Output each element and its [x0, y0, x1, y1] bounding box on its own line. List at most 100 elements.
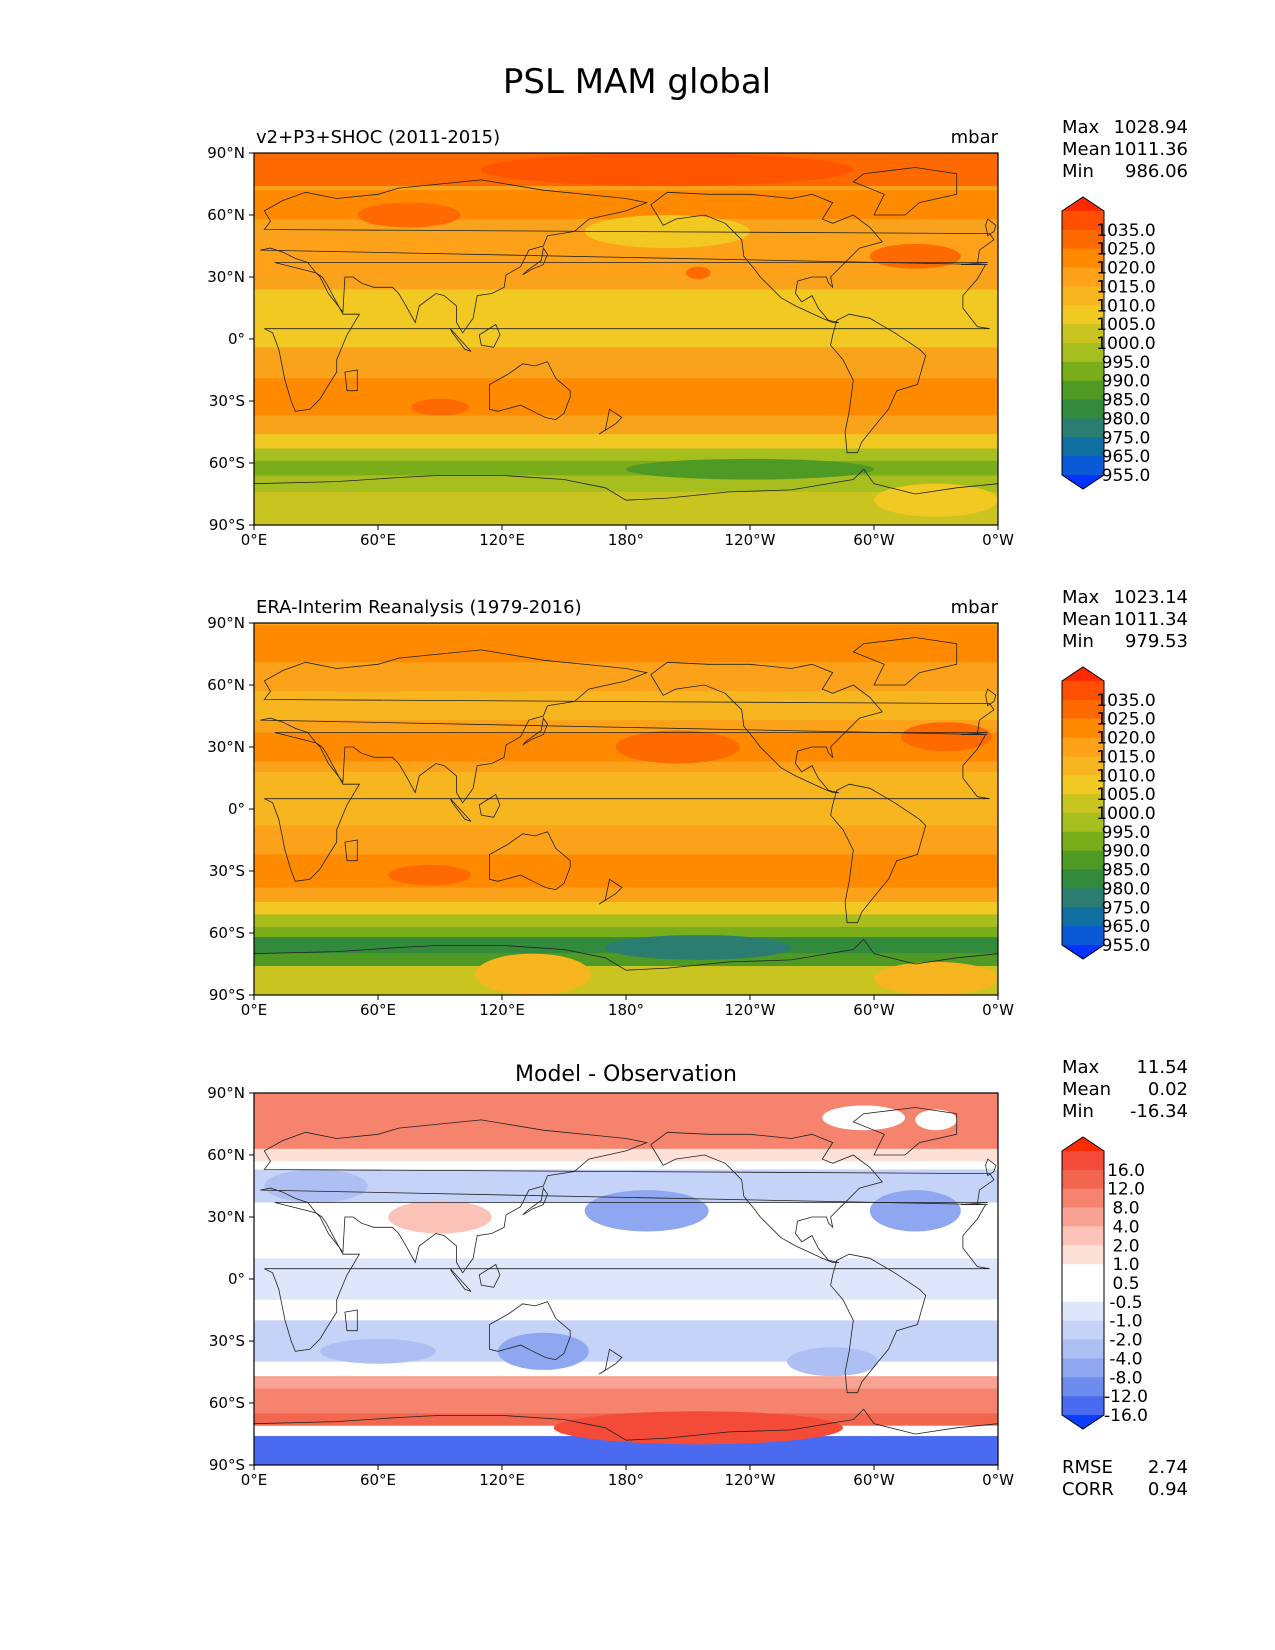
colorbar-label: 16.0 — [1107, 1161, 1145, 1181]
field-anomaly — [357, 202, 461, 228]
lon-tick-label: 60°W — [853, 531, 895, 549]
field-band — [254, 1388, 998, 1418]
colorbar-segment — [1062, 756, 1104, 776]
colorbar-label: 1010.0 — [1096, 766, 1155, 786]
coastline — [489, 831, 571, 891]
lon-tick-label: 120°E — [479, 1471, 525, 1489]
stat-value: 1028.94 — [1114, 117, 1188, 138]
colorbar-segment — [1062, 1226, 1104, 1246]
field-anomaly — [900, 722, 992, 752]
stat-label: Mean — [1062, 609, 1111, 630]
colorbar-label: 1000.0 — [1096, 804, 1155, 824]
lon-tick-label: 0°E — [241, 531, 268, 549]
colorbar-label: 975.0 — [1102, 898, 1151, 918]
colorbar-segment — [1062, 737, 1104, 757]
colorbar-segment — [1062, 1188, 1104, 1209]
colorbar-segment — [1062, 399, 1104, 419]
colorbar-segment — [1062, 343, 1104, 363]
field-band — [254, 491, 998, 525]
colorbar-label: 1020.0 — [1096, 729, 1155, 749]
colorbar-segment — [1062, 831, 1104, 852]
colorbar-segment — [1062, 211, 1104, 231]
colorbar-label: 2.0 — [1112, 1236, 1139, 1256]
coastline — [650, 1131, 884, 1263]
colorbar-label: 1000.0 — [1096, 334, 1155, 354]
colorbar-segment — [1062, 267, 1104, 287]
field-band — [254, 953, 998, 967]
lat-tick-label: 0° — [228, 1270, 245, 1288]
stat-label: Min — [1062, 631, 1094, 652]
coastline — [260, 649, 995, 804]
coastline — [598, 1348, 623, 1375]
colorbar-label: -4.0 — [1109, 1349, 1142, 1369]
colorbar-label: 985.0 — [1102, 861, 1151, 881]
lat-tick-label: 90°N — [207, 144, 245, 162]
field-anomaly — [264, 1169, 368, 1203]
colorbar-label: 980.0 — [1102, 879, 1151, 899]
panels: 0°E 60°E 120°E 180° 120°W 60°W 0°W 90°N 60°N 30°N… — [207, 117, 1188, 1500]
colorbar-label: 965.0 — [1102, 917, 1151, 937]
field-band — [254, 1258, 998, 1300]
field-band — [254, 854, 998, 888]
coastline — [852, 167, 958, 216]
colorbar-extend-min — [1062, 945, 1104, 959]
field-band — [254, 378, 998, 416]
colorbar-label: 995.0 — [1102, 353, 1151, 373]
colorbar: 1035.01025.01020.01015.01010.01005.01000… — [1061, 196, 1156, 490]
colorbar-segment — [1062, 775, 1104, 795]
lat-tick-label: 0° — [228, 800, 245, 818]
stat-label: Max — [1062, 587, 1100, 608]
figure-title: PSL MAM global — [503, 62, 771, 102]
coastline — [254, 1408, 998, 1465]
lon-tick-label: 0°W — [982, 1001, 1014, 1019]
stat-label: Min — [1062, 1101, 1094, 1122]
panel-diff: 0°E 60°E 120°E 180° 120°W 60°W 0°W 90°N 60°N 30°N… — [207, 1057, 1188, 1500]
coastline — [985, 688, 997, 707]
metric-value: 0.94 — [1148, 1479, 1188, 1500]
colorbar-label: 955.0 — [1102, 466, 1151, 486]
panel-model: 0°E 60°E 120°E 180° 120°W 60°W 0°W 90°N 60°N 30°N… — [207, 117, 1188, 549]
colorbar-label: 1025.0 — [1096, 710, 1155, 730]
stat-value: -16.34 — [1130, 1101, 1188, 1122]
colorbar-segment — [1062, 1283, 1104, 1303]
colorbar-extend-max — [1062, 1137, 1104, 1151]
coastline — [344, 369, 358, 392]
colorbar: 1035.01025.01020.01015.01010.01005.01000… — [1061, 666, 1156, 960]
colorbar-segment — [1062, 794, 1104, 814]
colorbar-outline — [1061, 196, 1105, 490]
map-field — [254, 153, 998, 525]
coastline — [985, 218, 997, 237]
field-anomaly — [874, 961, 998, 995]
colorbar-label: 1015.0 — [1096, 747, 1155, 767]
lat-tick-label: 60°S — [209, 1394, 245, 1412]
stat-label: Max — [1062, 1057, 1100, 1078]
colorbar-label: 1035.0 — [1096, 691, 1155, 711]
coastline — [260, 1119, 995, 1274]
panel-units: mbar — [951, 127, 999, 148]
field-anomaly — [822, 1105, 906, 1131]
coastline — [449, 798, 472, 822]
lat-tick-label: 60°S — [209, 454, 245, 472]
colorbar-segment — [1062, 1207, 1104, 1227]
lat-tick-label: 60°S — [209, 924, 245, 942]
field-anomaly — [388, 864, 471, 886]
coastline — [344, 839, 358, 862]
lon-tick-label: 120°W — [725, 1001, 776, 1019]
stat-label: Mean — [1062, 1079, 1111, 1100]
lon-tick-label: 60°E — [360, 1471, 396, 1489]
colorbar-label: 0.5 — [1112, 1274, 1139, 1294]
lat-tick-label: 30°N — [207, 1208, 245, 1226]
field-anomaly — [787, 1347, 879, 1377]
coastline — [264, 262, 990, 412]
lon-tick-label: 180° — [608, 1001, 644, 1019]
lon-tick-label: 60°W — [853, 1001, 895, 1019]
colorbar-segment — [1062, 926, 1104, 946]
lat-tick-label: 30°N — [207, 738, 245, 756]
panel-center-title: Model - Observation — [515, 1062, 737, 1087]
colorbar-label: -12.0 — [1104, 1387, 1148, 1407]
field-anomaly — [685, 266, 711, 280]
colorbar-label: 8.0 — [1112, 1199, 1139, 1219]
lon-tick-label: 60°W — [853, 1471, 895, 1489]
colorbar-segment — [1062, 437, 1104, 457]
